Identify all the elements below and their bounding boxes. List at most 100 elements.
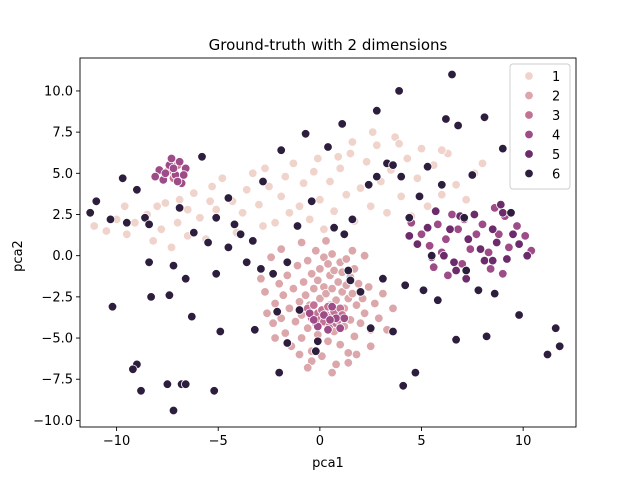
scatter-point-series-2 — [292, 260, 303, 271]
scatter-point-series-6 — [256, 264, 266, 274]
scatter-point-series-5 — [488, 224, 498, 235]
legend-label-4: 4 — [552, 129, 560, 144]
scatter-point-series-5 — [445, 224, 455, 235]
scatter-point-series-2 — [323, 259, 333, 269]
scatter-point-series-2 — [343, 348, 354, 358]
legend-label-1: 1 — [552, 70, 560, 85]
scatter-point-series-4 — [174, 157, 185, 167]
scatter-point-series-1 — [241, 185, 252, 195]
scatter-point-series-1 — [345, 148, 356, 159]
scatter-point-series-6 — [514, 310, 524, 320]
scatter-point-series-1 — [160, 198, 171, 208]
scatter-point-series-1 — [264, 181, 274, 192]
scatter-point-series-6 — [453, 120, 463, 131]
scatter-point-series-2 — [323, 336, 333, 347]
scatter-point-series-1 — [319, 224, 329, 235]
scatter-point-series-6 — [144, 219, 154, 230]
scatter-point-series-2 — [343, 358, 354, 368]
scatter-point-series-1 — [156, 224, 167, 235]
scatter-point-series-1 — [366, 201, 376, 212]
scatter-point-series-1 — [422, 201, 433, 212]
scatter-point-series-6 — [174, 203, 185, 213]
scatter-point-series-2 — [315, 264, 325, 274]
scatter-point-series-1 — [166, 242, 177, 253]
scatter-point-series-2 — [268, 318, 278, 328]
scatter-point-series-6 — [223, 193, 234, 203]
x-axis-label: pca1 — [312, 456, 344, 471]
legend-box — [509, 63, 571, 190]
scatter-point-series-2 — [298, 277, 309, 287]
scatter-point-series-6 — [307, 196, 317, 207]
x-tick-label: −5 — [209, 434, 228, 449]
scatter-point-series-6 — [241, 257, 252, 268]
scatter-point-series-6 — [414, 191, 425, 202]
scatter-point-series-1 — [294, 201, 305, 212]
y-tick-label: −5.0 — [41, 332, 73, 347]
scatter-point-series-4 — [520, 231, 530, 241]
scatter-point-series-4 — [335, 323, 345, 333]
scatter-point-series-5 — [492, 237, 502, 248]
scatter-point-series-5 — [496, 199, 506, 210]
legend-marker-6 — [524, 168, 534, 179]
legend-label-2: 2 — [552, 90, 560, 105]
legend-label-3: 3 — [552, 109, 560, 124]
scatter-point-series-6 — [144, 257, 154, 268]
scatter-point-series-5 — [508, 229, 518, 240]
scatter-point-series-2 — [303, 363, 313, 373]
scatter-point-series-2 — [278, 290, 289, 300]
scatter-point-series-6 — [451, 335, 461, 345]
legend-marker-2 — [524, 90, 534, 101]
scatter-point-series-4 — [433, 219, 443, 230]
scatter-point-series-2 — [353, 279, 364, 289]
scatter-point-series-1 — [355, 183, 366, 193]
scatter-point-series-1 — [119, 201, 130, 212]
scatter-point-series-2 — [388, 303, 398, 314]
scatter-point-series-1 — [305, 214, 315, 225]
scatter-point-series-2 — [374, 313, 384, 324]
scatter-point-series-1 — [477, 158, 488, 169]
scatter-point-series-1 — [182, 204, 193, 215]
legend-marker-1 — [524, 71, 534, 81]
scatter-point-series-6 — [250, 325, 260, 335]
scatter-point-series-6 — [189, 227, 199, 238]
scatter-point-series-4 — [319, 310, 329, 320]
scatter-point-series-4 — [166, 153, 177, 164]
scatter-point-series-4 — [327, 302, 337, 312]
scatter-point-series-5 — [514, 239, 524, 249]
scatter-point-series-1 — [335, 163, 345, 174]
scatter-point-series-6 — [223, 242, 234, 253]
scatter-point-series-1 — [402, 153, 413, 164]
scatter-point-series-2 — [315, 293, 325, 304]
scatter-point-series-1 — [437, 145, 447, 155]
scatter-point-series-2 — [313, 275, 323, 286]
scatter-point-series-1 — [248, 168, 258, 179]
scatter-point-series-6 — [388, 326, 398, 337]
scatter-point-series-6 — [187, 311, 197, 322]
scatter-point-series-1 — [382, 208, 392, 218]
scatter-point-series-2 — [370, 298, 380, 309]
scatter-point-series-2 — [366, 341, 376, 352]
scatter-point-series-6 — [258, 176, 268, 187]
scatter-point-series-6 — [311, 346, 321, 356]
y-tick-label: 10.0 — [44, 84, 73, 99]
scatter-point-series-2 — [317, 351, 327, 361]
scatter-point-series-2 — [274, 279, 284, 289]
scatter-point-series-4 — [447, 209, 457, 220]
scatter-point-series-4 — [453, 224, 463, 235]
scatter-point-series-1 — [101, 226, 112, 236]
scatter-point-series-1 — [309, 166, 319, 177]
scatter-point-series-6 — [398, 381, 408, 391]
scatter-point-series-2 — [327, 283, 337, 294]
scatter-point-series-2 — [349, 331, 360, 342]
legend-marker-4 — [524, 129, 534, 140]
scatter-point-series-6 — [211, 213, 221, 223]
scatter-point-series-6 — [347, 214, 358, 225]
scatter-point-series-6 — [294, 305, 305, 315]
scatter-point-series-2 — [266, 252, 276, 262]
scatter-point-series-6 — [235, 229, 246, 240]
scatter-point-series-4 — [168, 163, 179, 174]
scatter-point-series-1 — [325, 176, 335, 187]
scatter-point-series-6 — [447, 69, 457, 80]
scatter-point-series-6 — [479, 112, 490, 123]
scatter-point-series-5 — [463, 234, 474, 244]
